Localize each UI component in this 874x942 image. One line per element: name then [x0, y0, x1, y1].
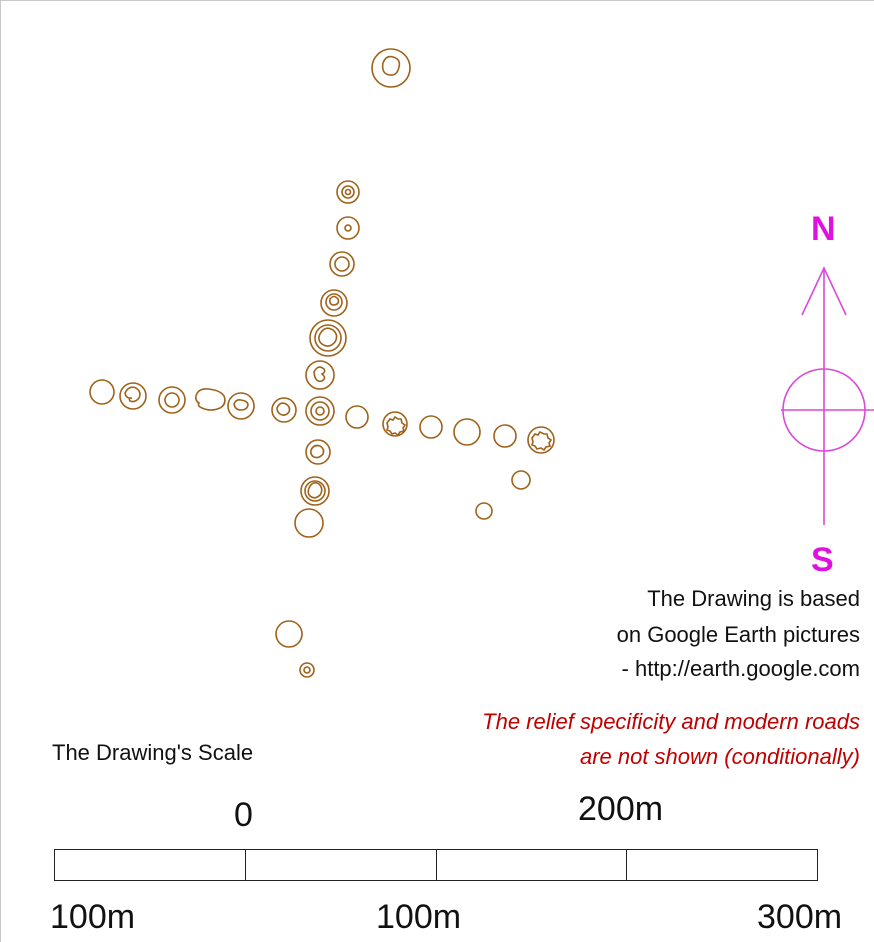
- source-note-line-1: The Drawing is based: [647, 586, 860, 611]
- mound-north-outlier: [371, 48, 411, 88]
- source-note-line-2: on Google Earth pictures: [616, 622, 860, 647]
- mound-east-arm-2: [382, 411, 408, 437]
- mound-east-arm-3: [419, 415, 443, 439]
- mound-south-outlier-1: [275, 620, 303, 648]
- compass-north-label: N: [811, 210, 836, 248]
- mound-east-arm-4: [453, 418, 481, 446]
- mound-west-arm-4: [195, 388, 226, 411]
- scale-bottom-label-left: 100m: [50, 898, 136, 936]
- mound-north-arm-6: [305, 360, 335, 390]
- scale-segment: [54, 849, 246, 881]
- source-note-line-3: - http://earth.google.com: [621, 656, 860, 681]
- mound-south-arm-2: [300, 476, 330, 506]
- mound-east-arm-6: [527, 426, 555, 454]
- scale-top-label-zero: 0: [234, 796, 253, 834]
- warning-note-line-2: are not shown (conditionally): [579, 744, 860, 769]
- mound-west-arm-3: [158, 386, 186, 414]
- scale-top-label-200m: 200m: [578, 790, 664, 828]
- scale-segment: [245, 849, 437, 881]
- compass-rose: [781, 266, 874, 525]
- scale-bottom-label-middle: 100m: [376, 898, 462, 936]
- scale-bar: [54, 849, 818, 881]
- scale-bottom-label-right: 300m: [757, 898, 843, 936]
- compass-arrow-head: [801, 266, 847, 316]
- mound-west-arm-1: [89, 379, 115, 405]
- mound-south-east-1: [511, 470, 531, 490]
- scale-title: The Drawing's Scale: [52, 740, 254, 765]
- compass-south-label: S: [811, 541, 834, 579]
- mound-south-arm-1: [305, 439, 331, 465]
- mound-north-arm-3: [329, 251, 355, 277]
- mound-north-arm-5: [309, 319, 347, 357]
- scale-segment: [627, 849, 818, 881]
- warning-note-line-1: The relief specificity and modern roads: [482, 709, 860, 734]
- mound-north-arm-2: [336, 216, 360, 240]
- mound-north-arm-1: [336, 180, 360, 204]
- mound-group: [89, 48, 555, 678]
- mound-south-arm-3: [294, 508, 324, 538]
- mound-east-arm-5: [493, 424, 517, 448]
- mound-west-arm-6: [271, 397, 297, 423]
- mound-west-arm-5: [227, 392, 255, 420]
- mound-east-arm-1: [345, 405, 369, 429]
- mound-centre: [305, 396, 335, 426]
- mound-west-arm-2: [119, 382, 147, 410]
- mound-south-east-2: [475, 502, 493, 520]
- mound-south-outlier-2: [299, 662, 315, 678]
- scale-segment: [436, 849, 628, 881]
- mound-north-arm-4: [320, 289, 348, 317]
